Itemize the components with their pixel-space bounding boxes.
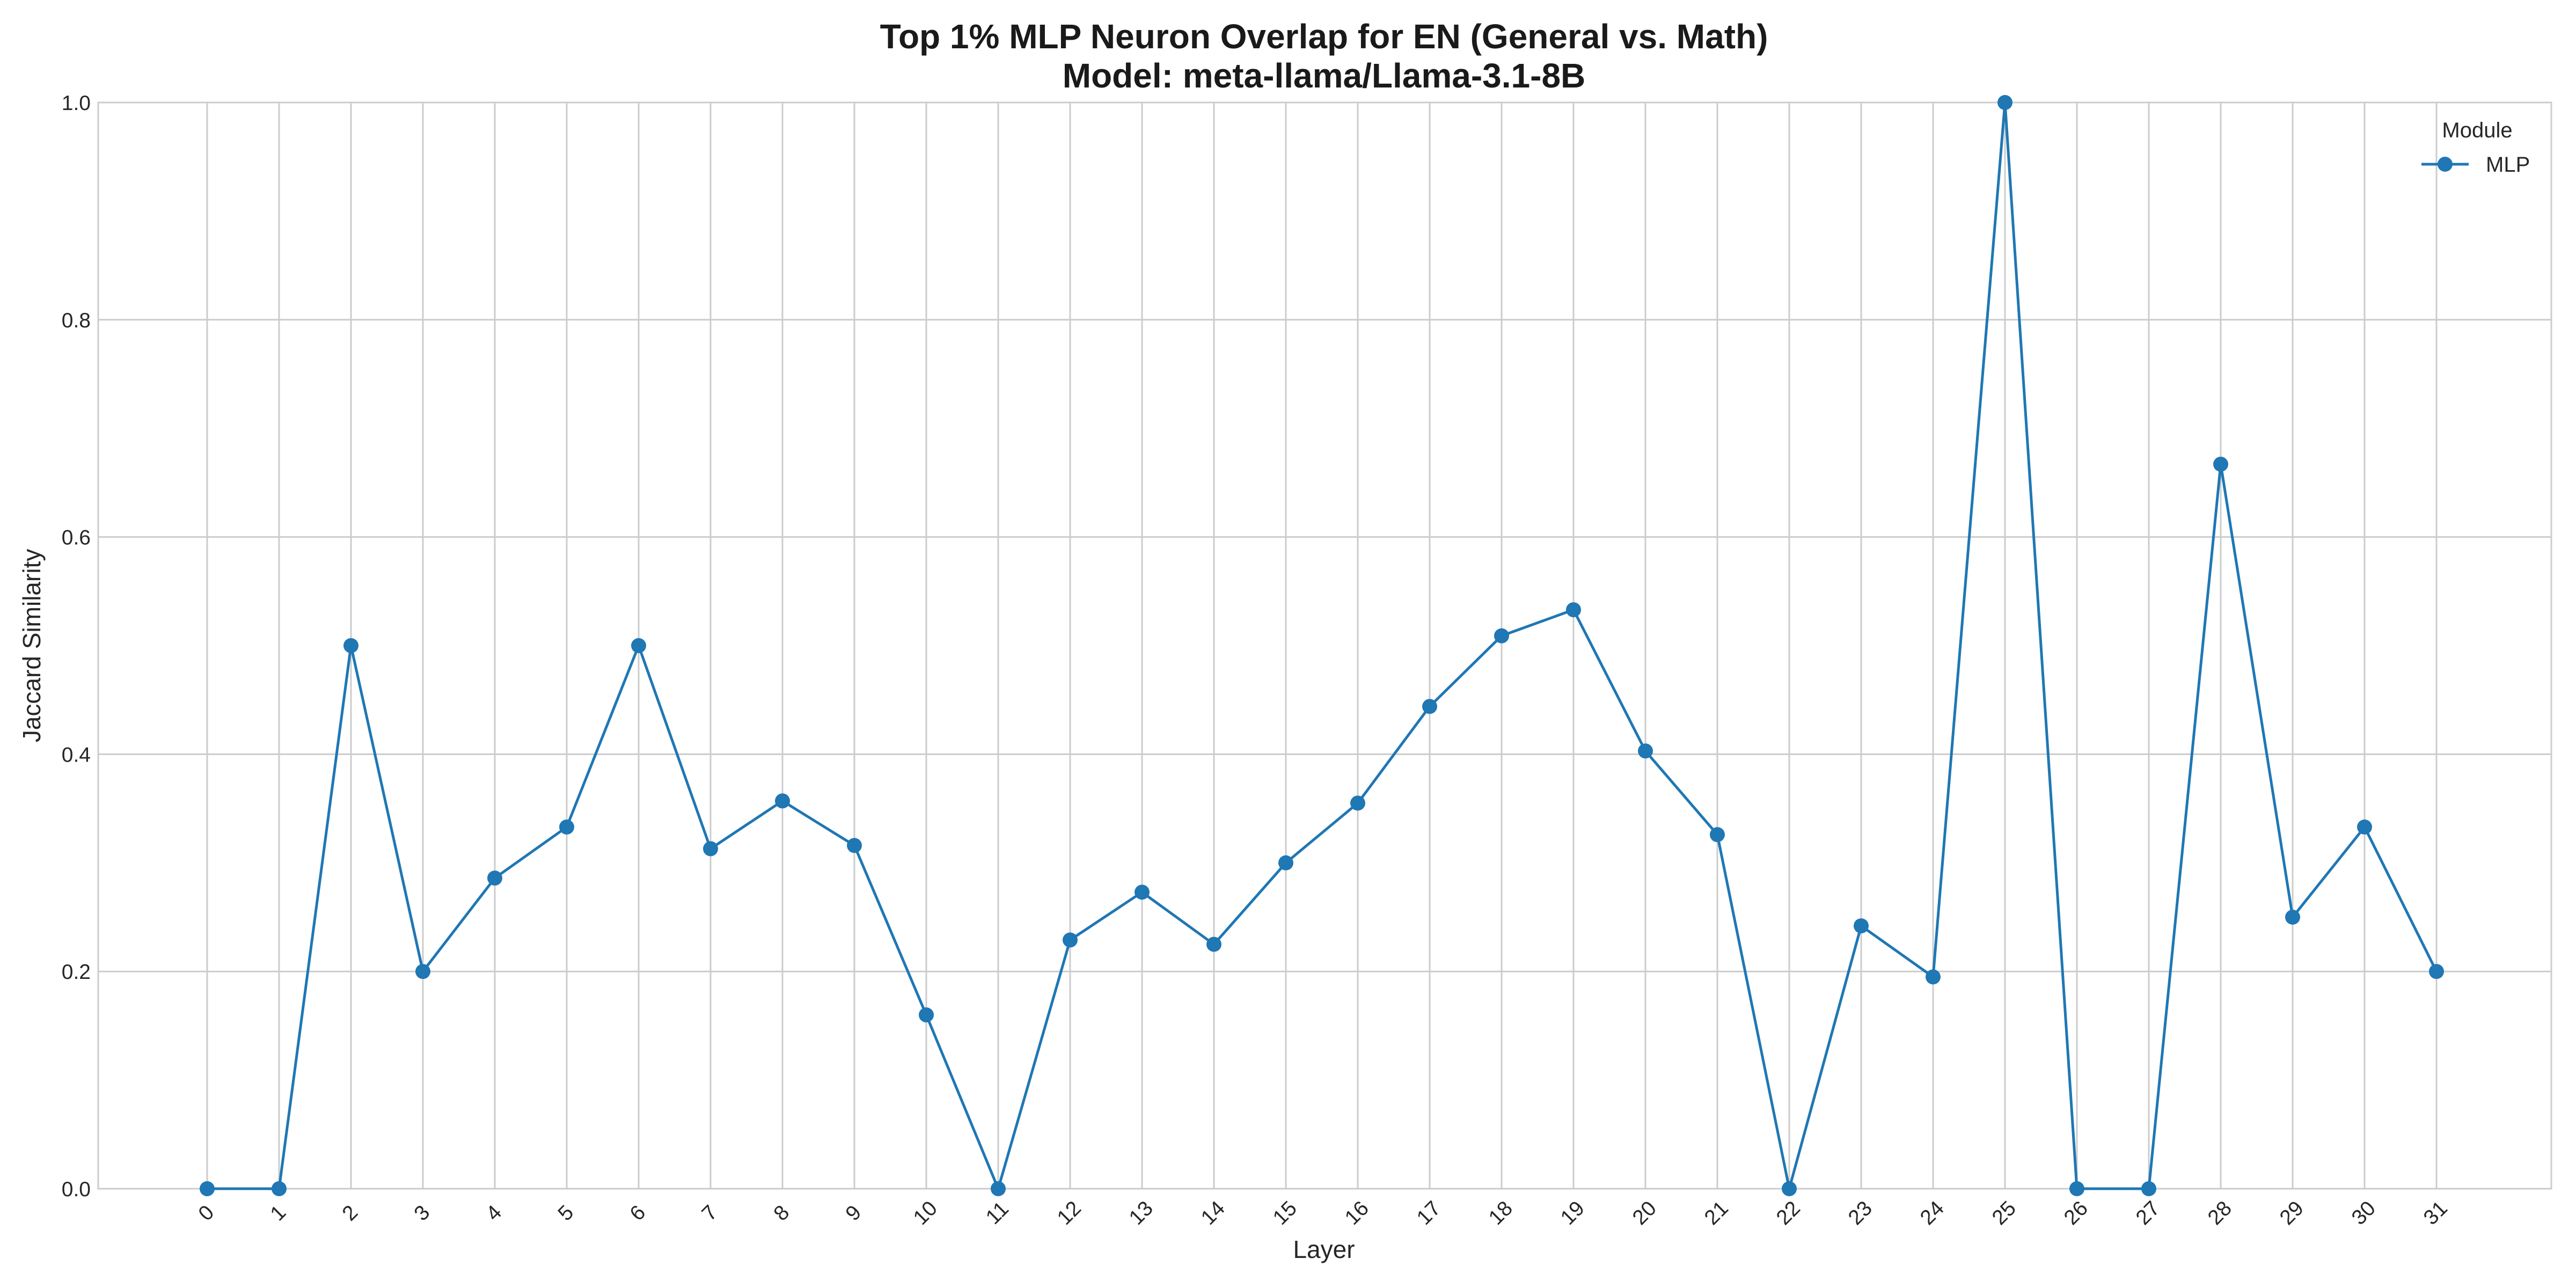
- x-axis-label: Layer: [1293, 1235, 1355, 1263]
- x-tick-label: 23: [1844, 1197, 1877, 1230]
- data-point: [2357, 819, 2372, 835]
- series-group: [200, 95, 2444, 1196]
- data-point: [1494, 628, 1509, 643]
- data-point: [1782, 1181, 1797, 1196]
- data-point: [415, 964, 430, 979]
- data-point: [559, 819, 574, 835]
- x-tick-label: 24: [1916, 1197, 1949, 1230]
- x-tick-label: 6: [626, 1201, 650, 1226]
- data-point: [200, 1181, 215, 1196]
- x-tick-label: 1: [266, 1201, 291, 1226]
- x-tick-label: 3: [410, 1201, 435, 1226]
- series-line-mlp: [207, 101, 2438, 1190]
- data-point: [703, 841, 718, 857]
- legend-marker-icon: [2438, 157, 2453, 172]
- y-tick-label: 0.4: [62, 743, 91, 766]
- x-tick-label: 12: [1053, 1197, 1086, 1230]
- y-tick-labels: 0.0 0.2 0.4 0.6 0.8 1.0: [62, 92, 91, 1201]
- chart-title: Top 1% MLP Neuron Overlap for EN (Genera…: [880, 17, 1768, 56]
- data-point: [1278, 855, 1293, 870]
- data-point: [1926, 969, 1941, 985]
- y-tick-label: 0.6: [62, 526, 91, 550]
- x-tick-label: 26: [2060, 1197, 2092, 1230]
- data-point: [775, 793, 790, 809]
- x-tick-label: 20: [1628, 1197, 1661, 1230]
- data-point: [2213, 456, 2228, 472]
- x-tick-label: 2: [338, 1201, 363, 1226]
- data-point: [1063, 932, 1078, 948]
- x-tick-label: 25: [1988, 1197, 2021, 1230]
- data-point: [919, 1007, 934, 1023]
- x-tick-label: 4: [482, 1201, 507, 1226]
- x-tick-label: 28: [2204, 1197, 2236, 1230]
- grid-lines: [98, 101, 2551, 1190]
- x-tick-label: 7: [698, 1201, 722, 1226]
- x-tick-label: 17: [1413, 1197, 1445, 1230]
- x-tick-label: 13: [1125, 1197, 1158, 1230]
- y-tick-label: 0.8: [62, 309, 91, 332]
- x-tick-label: 30: [2347, 1197, 2380, 1230]
- y-tick-label: 0.0: [62, 1178, 91, 1201]
- x-tick-label: 16: [1341, 1197, 1373, 1230]
- legend-label-mlp: MLP: [2486, 153, 2530, 177]
- data-point: [1997, 95, 2012, 110]
- x-tick-label: 10: [909, 1197, 942, 1230]
- x-tick-label: 14: [1197, 1197, 1230, 1230]
- x-tick-label: 0: [194, 1201, 219, 1226]
- y-tick-label: 0.2: [62, 961, 91, 984]
- data-point: [991, 1181, 1006, 1196]
- data-point: [2069, 1181, 2084, 1196]
- x-tick-label: 29: [2275, 1197, 2308, 1230]
- x-tick-label: 31: [2419, 1197, 2452, 1230]
- data-point: [1638, 743, 1653, 759]
- data-point: [631, 638, 646, 653]
- x-tick-labels: 0 1 2 3 4 5 6 7 8 9 10 11 12 13 14 15 16 17 18 19 20 21 22 23 24…: [194, 1197, 2452, 1230]
- chart-subtitle: Model: meta-llama/Llama-3.1-8B: [1063, 56, 1586, 95]
- data-point: [847, 838, 862, 853]
- data-point: [1422, 699, 1437, 714]
- x-tick-label: 21: [1700, 1197, 1733, 1230]
- data-point: [1135, 884, 1150, 900]
- y-axis-label: Jaccard Similarity: [18, 549, 46, 742]
- x-tick-label: 11: [982, 1197, 1013, 1229]
- data-point: [1206, 936, 1221, 952]
- data-point: [1710, 827, 1725, 843]
- x-tick-label: 15: [1269, 1197, 1301, 1230]
- x-tick-label: 27: [2132, 1197, 2164, 1230]
- data-point: [2429, 964, 2444, 979]
- data-point: [1350, 795, 1365, 811]
- x-tick-label: 9: [841, 1201, 866, 1226]
- data-point: [343, 638, 358, 653]
- data-point: [2285, 910, 2300, 925]
- x-tick-label: 19: [1556, 1197, 1589, 1230]
- plot-area-border: [97, 101, 2552, 1190]
- legend: Module MLP: [2421, 119, 2530, 177]
- x-tick-label: 8: [770, 1201, 794, 1226]
- data-point: [272, 1181, 287, 1196]
- data-point: [1566, 602, 1581, 618]
- data-point: [2141, 1181, 2156, 1196]
- x-tick-label: 5: [554, 1201, 579, 1226]
- y-tick-label: 1.0: [62, 92, 91, 115]
- legend-title: Module: [2442, 119, 2512, 142]
- data-point: [487, 870, 502, 886]
- x-tick-label: 18: [1484, 1197, 1517, 1230]
- data-point: [1854, 918, 1869, 934]
- x-tick-label: 22: [1772, 1197, 1805, 1230]
